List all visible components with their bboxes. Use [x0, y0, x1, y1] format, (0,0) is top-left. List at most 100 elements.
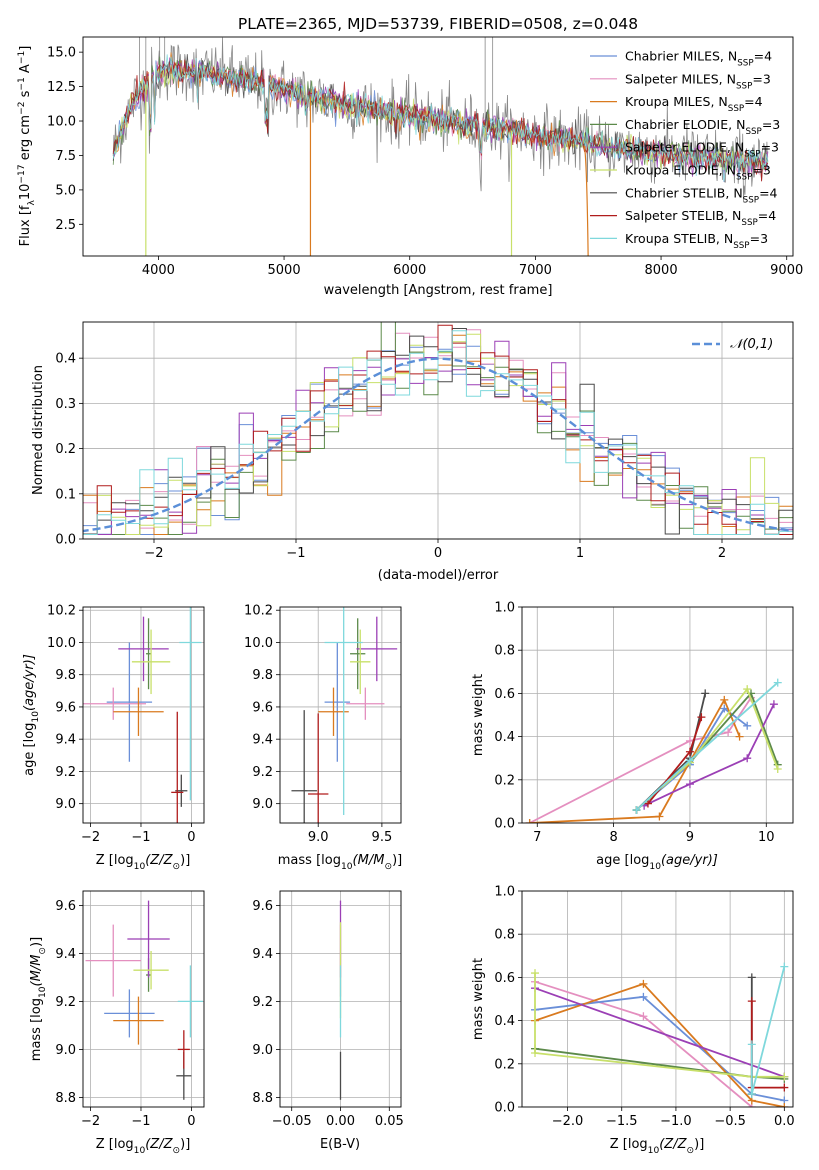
x-tick-label: 8000	[645, 263, 678, 278]
ticks: −0.05 0.00 0.05 8.8 9.0 9.2 9.4 9.6	[252, 899, 403, 1129]
weight-marker	[685, 756, 694, 765]
y-tick-label: 5.0	[55, 183, 76, 198]
x-axis-label: wavelength [Angstrom, rest frame]	[324, 283, 553, 298]
axes-age-vs-mass: 9.0 9.5 9.0 9.2 9.4 9.6 9.8 10.0 10.2	[244, 604, 402, 845]
axes-frame	[521, 890, 794, 1108]
y-tick-label: 9.0	[55, 1043, 76, 1058]
y-tick-label: 9.8	[55, 668, 76, 683]
y-tick-label: 9.2	[55, 995, 76, 1010]
legend-entry: Chabrier ELODIE, NSSP=3	[625, 117, 780, 137]
y-tick-label: 0.2	[494, 773, 515, 788]
weight-marker	[639, 979, 648, 988]
y-tick-label: 0.8	[494, 644, 515, 659]
y-axis-label: mass [log10(M/M⊙)]	[29, 937, 48, 1061]
weight-marker	[735, 732, 744, 741]
model-spectrum	[112, 54, 769, 182]
x-tick-label: 9	[686, 830, 694, 845]
weight-marker	[780, 962, 789, 971]
axes-mass-weight-vs-Z: −2.0 −1.5 −1.0 −0.5 0.0 0.0 0.2 0.4 0.6 0.8 1.0	[494, 885, 794, 1130]
x-tick-label: 0.0	[774, 1114, 795, 1129]
axes-mass-vs-EBV: −0.05 0.00 0.05 8.8 9.0 9.2 9.4 9.6	[252, 890, 404, 1129]
y-axis-label: age [log10(age/yr)]	[22, 654, 41, 776]
x-tick-label: 1	[576, 546, 584, 561]
ticks: 7 8 9 10 0.0 0.2 0.4 0.6 0.8 1.0	[494, 601, 774, 846]
y-tick-label: 0.0	[55, 533, 76, 548]
weight-line	[534, 995, 785, 1102]
weight-line	[529, 697, 752, 823]
x-axis-label: E(B-V)	[320, 1137, 360, 1152]
x-tick-label: −1.5	[606, 1114, 638, 1129]
y-tick-label: 0.0	[494, 817, 515, 832]
weight-marker	[773, 678, 782, 687]
weight-marker	[697, 713, 706, 722]
x-tick-label: −1.0	[660, 1114, 692, 1129]
y-tick-label: 10.2	[47, 604, 76, 619]
plot-area	[280, 891, 401, 1107]
y-tick-label: 9.0	[252, 797, 273, 812]
y-tick-label: 12.5	[47, 80, 76, 95]
y-tick-label: 9.2	[252, 765, 273, 780]
ticks: −2 −1 0 1 2 0.0 0.1 0.2 0.3 0.4	[55, 352, 726, 561]
axes-residuals: −2 −1 0 1 2 0.0 0.1 0.2 0.3 0.4	[55, 321, 794, 561]
weight-marker	[743, 721, 752, 730]
plot-area	[112, 37, 769, 256]
y-tick-label: 0.3	[55, 397, 76, 412]
x-tick-label: 0	[434, 546, 442, 561]
y-tick-label: 0.2	[55, 442, 76, 457]
y-tick-label: 9.0	[252, 1043, 273, 1058]
y-tick-label: 8.8	[252, 1091, 273, 1106]
plot-area	[522, 891, 793, 1107]
y-axis-label: mass weight	[471, 674, 486, 756]
legend-entry: Salpeter ELODIE, NSSP=3	[625, 140, 779, 160]
grid	[280, 607, 401, 823]
plot-area	[83, 607, 204, 823]
y-tick-label: 10.0	[47, 115, 76, 130]
y-tick-label: 9.4	[252, 733, 273, 748]
x-tick-label: −1	[286, 546, 305, 561]
y-tick-label: 0.4	[494, 730, 515, 745]
y-tick-label: 10.0	[47, 636, 76, 651]
x-tick-label: 0.00	[326, 1114, 355, 1129]
weight-line	[534, 973, 785, 1078]
x-axis-label: Z [log10(Z/Z⊙)]	[610, 1137, 705, 1156]
weight-marker	[747, 973, 756, 982]
weight-line	[529, 697, 741, 823]
weight-line	[635, 681, 779, 811]
weight-marker	[720, 695, 729, 704]
x-tick-label: 8	[609, 830, 617, 845]
y-tick-label: 1.0	[494, 885, 515, 900]
weight-marker	[780, 1072, 789, 1081]
weight-marker	[747, 1040, 756, 1049]
weight-line	[534, 987, 785, 1078]
weight-marker	[724, 728, 733, 737]
weight-line	[643, 703, 775, 807]
legend-entry: 𝒩(0,1)	[730, 337, 773, 352]
weight-marker	[773, 765, 782, 773]
legend-entry: Chabrier MILES, NSSP=4	[625, 49, 772, 69]
x-tick-label: 9.0	[308, 830, 329, 845]
y-tick-label: 10.0	[244, 636, 273, 651]
x-tick-label: −2	[144, 546, 163, 561]
x-axis-label: Z [log10(Z/Z⊙)]	[96, 1137, 191, 1156]
y-tick-label: 2.5	[55, 218, 76, 233]
legend-entry: Kroupa MILES, NSSP=4	[625, 94, 763, 114]
weight-line	[534, 982, 785, 1107]
ticks: 4000 5000 6000 7000 8000 9000 2.5 5.0 7.5 10.0 12.…	[47, 46, 803, 278]
axes-frame	[82, 606, 205, 824]
y-tick-label: 0.6	[494, 971, 515, 986]
weight-marker	[701, 689, 710, 698]
x-tick-label: −2	[81, 1114, 100, 1129]
x-tick-label: 4000	[142, 263, 175, 278]
axes-frame	[279, 606, 402, 824]
weight-marker	[769, 700, 778, 709]
ticks: −2.0 −1.5 −1.0 −0.5 0.0 0.0 0.2 0.4 0.6 0.8 1.0	[494, 885, 794, 1130]
weight-marker	[743, 685, 752, 694]
axes-mass-weight-vs-age: 7 8 9 10 0.0 0.2 0.4 0.6 0.8 1.0	[494, 601, 794, 846]
x-tick-label: 9000	[770, 263, 803, 278]
axes-frame	[82, 890, 205, 1108]
y-tick-label: 0.4	[55, 352, 76, 367]
grid	[83, 891, 204, 1107]
y-axis-label: Flux [fλ10−17 erg cm−2 s−1 A−1]	[17, 46, 37, 247]
x-axis-label: age [log10(age/yr)]	[596, 853, 718, 872]
y-tick-label: 9.6	[55, 700, 76, 715]
